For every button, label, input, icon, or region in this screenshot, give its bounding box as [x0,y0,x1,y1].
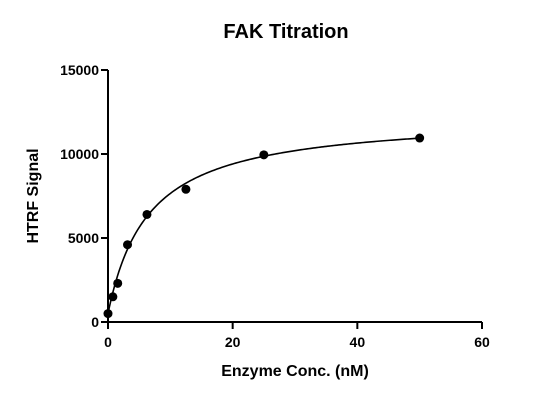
plot-area: 0 20 40 60 0 5000 10000 15000 [60,62,490,350]
x-tick-label: 20 [225,334,241,350]
data-point [259,150,269,160]
y-tick-label: 10000 [60,146,99,162]
data-point [108,292,118,302]
data-point [113,278,123,288]
x-tick-label: 40 [350,334,366,350]
data-point [123,240,133,250]
x-tick-label: 60 [474,334,490,350]
chart-title: FAK Titration [223,21,348,43]
y-tick-label: 0 [91,314,99,330]
y-ticks: 0 5000 10000 15000 [60,62,108,330]
data-points [103,133,425,319]
y-tick-label: 15000 [60,62,99,78]
fit-curve-line [107,137,420,314]
x-axis-label: Enzyme Conc. (nM) [221,363,369,380]
y-tick-label: 5000 [68,230,99,246]
data-point [142,209,152,219]
data-point [181,184,191,194]
data-point [415,133,425,143]
data-point [103,309,113,319]
x-tick-label: 0 [104,334,112,350]
y-axis-label: HTRF Signal [25,148,42,243]
x-ticks: 0 20 40 60 [104,322,490,350]
